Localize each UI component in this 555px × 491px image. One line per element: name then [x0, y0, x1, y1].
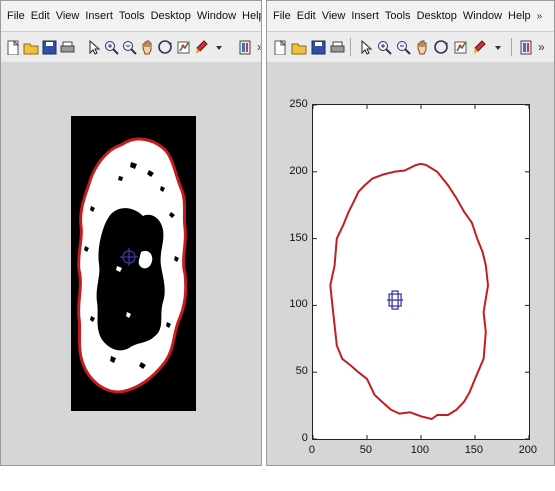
menu-edit[interactable]: Edit [30, 10, 50, 22]
boundary-line [329, 162, 489, 420]
x-tick-label: 50 [359, 444, 373, 456]
segmented-image-svg [77, 137, 188, 394]
data-cursor-icon[interactable] [451, 37, 468, 57]
zoom-out-icon[interactable] [394, 37, 411, 57]
cavity-highlights [116, 250, 153, 318]
x-tick-label: 150 [464, 444, 484, 456]
plot-svg [312, 104, 530, 440]
menu-file[interactable]: File [7, 10, 25, 22]
y-tick-label: 150 [289, 231, 308, 244]
insert-colorbar-icon[interactable] [237, 37, 253, 57]
menu-insert[interactable]: Insert [85, 10, 113, 22]
toolbar-separator [350, 38, 351, 56]
y-tick-label: 200 [289, 164, 308, 177]
print-icon[interactable] [328, 37, 345, 57]
pointer-icon[interactable] [356, 37, 373, 57]
x-tick-label: 100 [410, 444, 430, 456]
toolbar-overflow-chevron[interactable]: » [538, 40, 545, 54]
menu-tools[interactable]: Tools [384, 10, 411, 22]
dropdown-arrow-icon[interactable] [211, 37, 227, 57]
new-figure-icon[interactable] [271, 37, 288, 57]
open-file-icon[interactable] [23, 37, 39, 57]
zoom-in-icon[interactable] [103, 37, 119, 57]
y-tick-label: 50 [295, 365, 308, 378]
insert-colorbar-icon[interactable] [517, 37, 534, 57]
pan-hand-icon[interactable] [139, 37, 155, 57]
menu-file[interactable]: File [273, 10, 291, 22]
y-tick-label: 250 [289, 98, 308, 110]
new-figure-icon[interactable] [5, 37, 21, 57]
data-cursor-icon[interactable] [175, 37, 191, 57]
menu-bar: File Edit View Insert Tools Desktop Window Help… [1, 1, 261, 31]
brush-icon[interactable] [193, 37, 209, 57]
menu-tools[interactable]: Tools [118, 10, 145, 22]
save-icon[interactable] [41, 37, 57, 57]
brush-icon[interactable] [470, 37, 487, 57]
plot-axes [312, 104, 530, 440]
menu-help[interactable]: Help [508, 10, 531, 22]
interior-dark-region [96, 208, 165, 351]
open-file-icon[interactable] [290, 37, 307, 57]
centroid-point [387, 290, 404, 310]
menu-edit[interactable]: Edit [296, 10, 316, 22]
menu-window[interactable]: Window [462, 10, 503, 22]
save-icon[interactable] [309, 37, 326, 57]
toolbar-overflow-chevron[interactable]: » [257, 40, 261, 54]
menu-window[interactable]: Window [196, 10, 237, 22]
segmented-image [71, 116, 196, 411]
pan-hand-icon[interactable] [413, 37, 430, 57]
zoom-in-icon[interactable] [375, 37, 392, 57]
x-tick-label: 0 [308, 444, 316, 456]
dropdown-arrow-icon[interactable] [489, 37, 506, 57]
rotate-icon[interactable] [157, 37, 173, 57]
y-tick-label: 100 [289, 298, 308, 311]
menu-view[interactable]: View [55, 10, 80, 22]
toolbar: » [1, 31, 261, 63]
toolbar-separator [511, 38, 512, 56]
menu-bar: File Edit View Insert Tools Desktop Window Help… [267, 1, 554, 31]
menu-view[interactable]: View [321, 10, 346, 22]
menu-help[interactable]: Help [242, 10, 261, 22]
print-icon[interactable] [59, 37, 75, 57]
zoom-out-icon[interactable] [121, 37, 137, 57]
x-tick-label: 200 [518, 444, 538, 456]
toolbar: » [267, 31, 554, 63]
y-tick-label: 0 [301, 432, 308, 444]
menu-insert[interactable]: Insert [351, 10, 379, 22]
menu-desktop[interactable]: Desktop [150, 10, 191, 22]
pointer-icon[interactable] [85, 37, 101, 57]
centroid-marker [120, 248, 138, 266]
menu-overflow-chevron[interactable]: » [536, 10, 543, 22]
rotate-icon[interactable] [432, 37, 449, 57]
menu-desktop[interactable]: Desktop [416, 10, 457, 22]
